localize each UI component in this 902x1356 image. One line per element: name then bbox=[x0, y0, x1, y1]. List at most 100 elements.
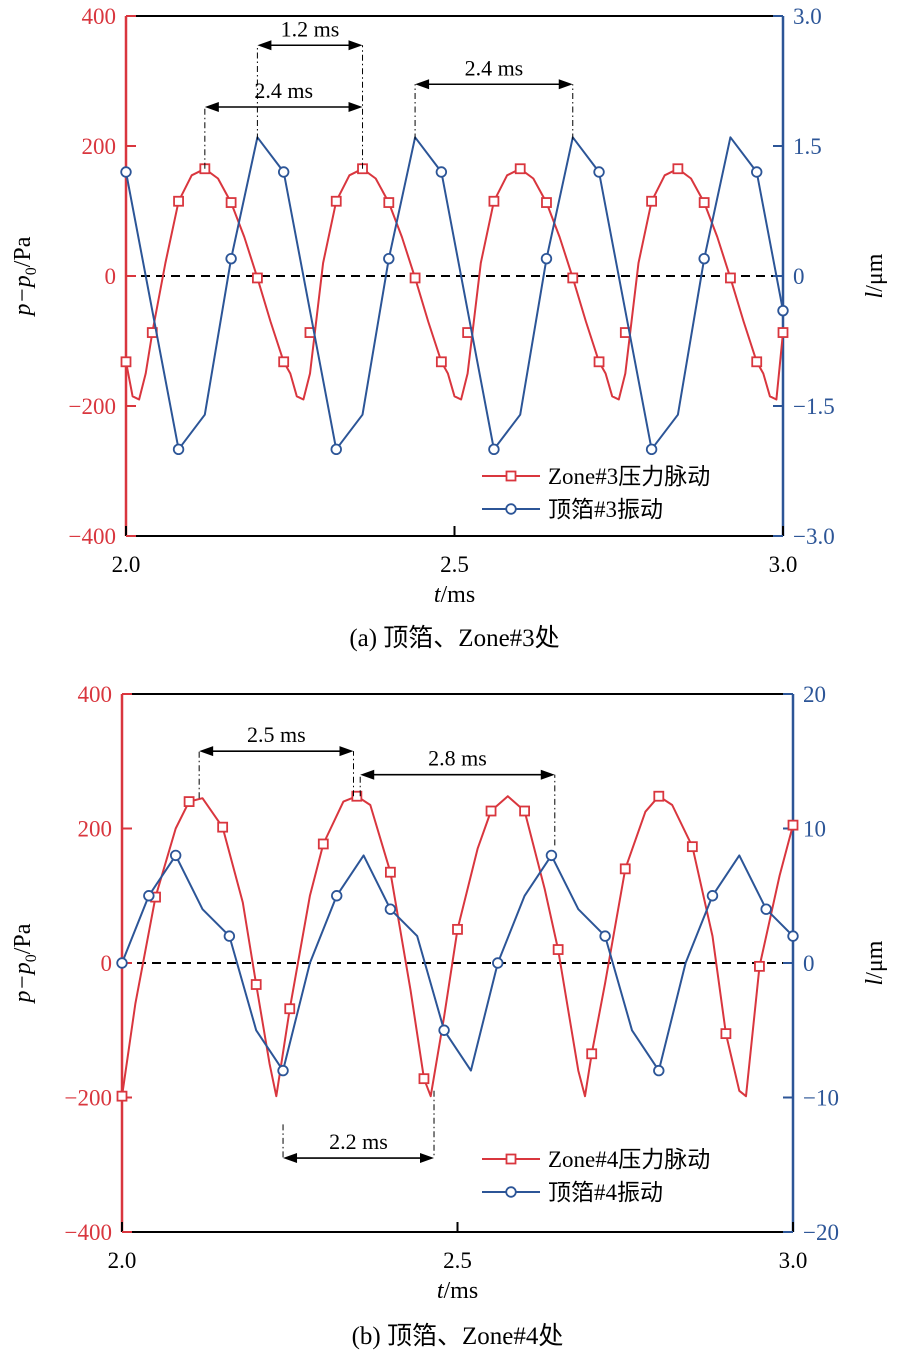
annotation-arrowhead-left bbox=[360, 769, 375, 780]
annotation-arrowhead-right bbox=[348, 102, 363, 112]
annotation-arrowhead-right bbox=[348, 40, 363, 51]
right-y-label-unit: /μm bbox=[862, 940, 888, 979]
vibration-data-point bbox=[223, 930, 236, 942]
pressure-data-point bbox=[351, 790, 363, 802]
vibration-data-point bbox=[277, 166, 290, 178]
left-y-tick-label: −200 bbox=[65, 1086, 112, 1111]
legend-marker-circle bbox=[505, 503, 517, 515]
vibration-data-point bbox=[645, 443, 658, 456]
left-y-label-subscript: 0 bbox=[23, 954, 40, 962]
pressure-data-point bbox=[619, 863, 631, 875]
left-y-label-minus-p: −p bbox=[10, 962, 36, 990]
pressure-data-point bbox=[418, 1073, 430, 1085]
left-y-tick-label: −400 bbox=[65, 1220, 112, 1245]
annotation-arrowhead-left bbox=[283, 1153, 298, 1164]
pressure-data-point bbox=[552, 944, 564, 955]
pressure-data-point bbox=[217, 821, 229, 833]
pressure-data-point bbox=[725, 272, 736, 284]
legend-label: Zone#3压力脉动 bbox=[548, 464, 710, 489]
legend-label: 顶箔#4振动 bbox=[548, 1180, 663, 1205]
vibration-data-point bbox=[331, 890, 343, 902]
annotation-label: 2.5 ms bbox=[247, 722, 306, 747]
panel-caption: (a) 顶箔、Zone#3处 bbox=[349, 624, 559, 652]
legend-label: Zone#4压力脉动 bbox=[548, 1147, 710, 1172]
right-y-axis-label: l/μm bbox=[862, 253, 888, 298]
vibration-data-point bbox=[116, 957, 128, 969]
left-y-label-p: p bbox=[10, 990, 36, 1004]
annotation-arrowhead-right bbox=[558, 79, 573, 90]
right-y-label-symbol: l bbox=[862, 291, 888, 298]
vibration-data-point bbox=[751, 166, 763, 178]
pressure-data-point bbox=[317, 838, 329, 850]
x-tick-label: 3.0 bbox=[779, 1248, 808, 1273]
pressure-data-point bbox=[488, 195, 500, 207]
pressure-data-point bbox=[593, 356, 605, 368]
pressure-data-point bbox=[452, 923, 463, 935]
pressure-data-point bbox=[383, 197, 395, 208]
pressure-data-point bbox=[777, 327, 789, 338]
x-tick-label: 2.0 bbox=[112, 552, 141, 577]
pressure-data-point bbox=[330, 195, 342, 207]
vibration-data-point bbox=[599, 930, 611, 942]
x-axis-label: t/ms bbox=[434, 582, 475, 608]
right-y-tick-label: 3.0 bbox=[793, 4, 822, 29]
vibration-data-point bbox=[172, 443, 185, 456]
annotation-arrowhead-left bbox=[415, 79, 430, 90]
left-y-tick-label: 400 bbox=[78, 682, 113, 707]
pressure-data-point bbox=[485, 805, 497, 817]
left-y-tick-label: −200 bbox=[69, 394, 116, 419]
left-y-label-minus-p: −p bbox=[10, 275, 36, 303]
annotation-label: 2.4 ms bbox=[254, 78, 313, 103]
vibration-series-line bbox=[126, 136, 783, 451]
pressure-data-point bbox=[787, 819, 799, 831]
vibration-data-point bbox=[698, 252, 710, 265]
pressure-series-line bbox=[126, 167, 783, 401]
pressure-data-point bbox=[754, 960, 765, 972]
annotation-arrowhead-right bbox=[339, 746, 354, 757]
vibration-data-point bbox=[225, 252, 237, 265]
legend-marker-square bbox=[505, 1153, 517, 1165]
right-y-tick-label: −20 bbox=[803, 1220, 839, 1245]
annotation-arrowhead-left bbox=[204, 102, 219, 112]
annotation-arrowhead-left bbox=[257, 40, 272, 51]
left-y-tick-label: −400 bbox=[69, 524, 116, 549]
pressure-data-point bbox=[173, 195, 184, 207]
left-y-tick-label: 0 bbox=[101, 951, 113, 976]
left-y-axis-label: p−p0/Pa bbox=[10, 923, 40, 1004]
annotation-label: 1.2 ms bbox=[281, 16, 340, 41]
pressure-data-point bbox=[225, 197, 237, 208]
pressure-data-point bbox=[409, 272, 421, 284]
vibration-data-point bbox=[545, 849, 558, 862]
pressure-data-point bbox=[278, 356, 290, 368]
pressure-data-point bbox=[653, 790, 665, 802]
right-y-tick-label: 0 bbox=[803, 951, 815, 976]
vibration-data-point bbox=[540, 252, 553, 265]
vibration-data-point bbox=[492, 957, 504, 969]
left-y-tick-label: 400 bbox=[82, 4, 117, 29]
annotation-label: 2.2 ms bbox=[329, 1129, 388, 1154]
pressure-data-point bbox=[698, 197, 710, 208]
legend-marker-circle bbox=[505, 1186, 517, 1198]
pressure-data-point bbox=[284, 1003, 296, 1015]
vibration-data-point bbox=[435, 166, 448, 178]
vibration-data-point bbox=[777, 304, 789, 317]
pressure-data-point bbox=[116, 1090, 128, 1102]
pressure-data-point bbox=[120, 356, 132, 368]
pressure-data-point bbox=[720, 1028, 732, 1040]
x-axis-label-symbol: t bbox=[434, 582, 442, 608]
pressure-data-point bbox=[672, 163, 684, 175]
right-y-tick-label: 1.5 bbox=[793, 134, 822, 159]
panel-b: 2.0 2.5 3.0 400 200 0 −200 −400 20 10 0 −10 −20 t/ms p… bbox=[10, 682, 888, 1350]
x-axis-label: t/ms bbox=[437, 1278, 478, 1304]
legend-marker-square bbox=[505, 470, 517, 482]
left-y-label-unit: /Pa bbox=[10, 923, 36, 954]
pressure-data-point bbox=[435, 356, 447, 368]
pressure-data-point bbox=[541, 197, 552, 208]
pressure-data-point bbox=[384, 866, 396, 878]
vibration-data-point bbox=[120, 166, 132, 178]
pressure-data-point bbox=[567, 272, 579, 284]
pressure-data-point bbox=[183, 796, 195, 807]
pressure-data-point bbox=[751, 356, 763, 368]
pressure-data-point bbox=[686, 841, 698, 853]
